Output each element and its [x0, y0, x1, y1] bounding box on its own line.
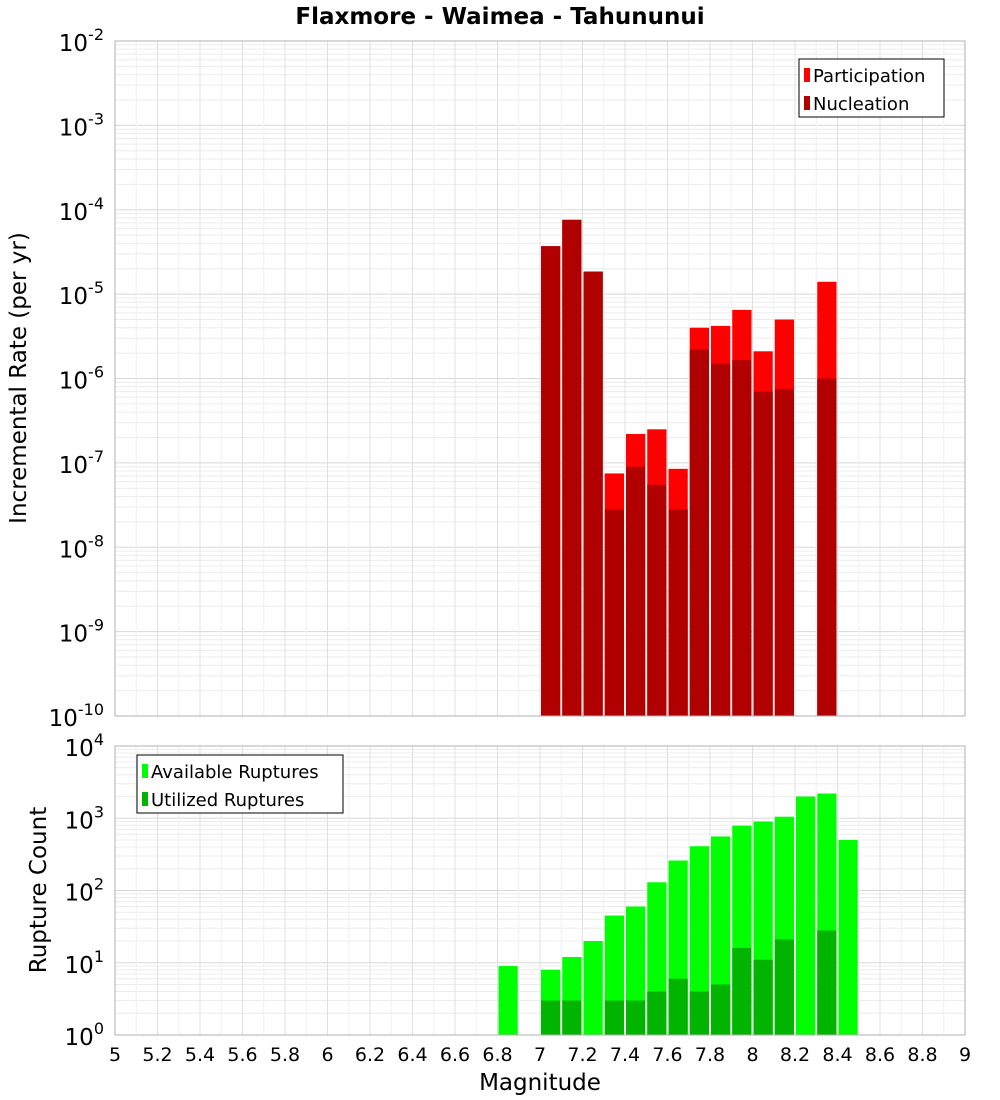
bar	[732, 360, 752, 716]
x-tick-label: 7.2	[567, 1044, 597, 1066]
y-tick-label: 10-6	[59, 363, 104, 395]
y-tick-label: 103	[65, 802, 104, 834]
bar	[647, 484, 667, 716]
bar	[583, 941, 603, 1035]
y-tick-label: 10-10	[49, 700, 104, 732]
legend-swatch	[142, 764, 148, 778]
y-tick-label: 104	[65, 730, 104, 762]
bar	[689, 991, 709, 1035]
legend-label: Nucleation	[813, 94, 909, 115]
grid-top	[114, 41, 966, 717]
bar	[753, 391, 773, 716]
y-tick-label: 10-8	[59, 531, 104, 563]
bar	[541, 246, 561, 716]
y-tick-label: 10-7	[59, 447, 104, 479]
y-tick-label: 10-5	[59, 278, 104, 310]
x-tick-label: 5.2	[142, 1044, 172, 1066]
x-tick-label: 8.8	[907, 1044, 937, 1066]
plot-frame	[114, 40, 966, 717]
x-tick-label: 6.6	[440, 1044, 470, 1066]
y-tick-label: 10-3	[59, 109, 104, 141]
x-axis-label: Magnitude	[479, 1070, 601, 1096]
x-tick-label: 8.2	[780, 1044, 810, 1066]
legend-top: Participation Nucleation	[798, 58, 945, 118]
bar	[668, 509, 688, 716]
bar	[817, 930, 837, 1035]
x-tick-label: 8	[746, 1044, 758, 1066]
bar	[541, 1000, 561, 1035]
bar	[626, 466, 646, 716]
bar	[498, 966, 518, 1035]
legend-swatch	[142, 792, 148, 806]
series-utilized-ruptures	[541, 930, 837, 1035]
bar	[583, 271, 603, 716]
panel-top: 10-10 10-9 10-8 10-7 10-6 10-5 10-4 10-3 10-2 Par…	[49, 25, 966, 732]
bar	[562, 219, 582, 717]
y-tick-label: 100	[65, 1019, 104, 1051]
y-tick-label: 10-2	[59, 25, 104, 57]
x-tick-label: 9	[959, 1044, 971, 1066]
x-tick-label: 8.6	[865, 1044, 895, 1066]
chart-title: Flaxmore - Waimea - Tahununui	[295, 4, 704, 30]
legend-swatch	[804, 96, 810, 110]
bar	[626, 1000, 646, 1035]
plot-frame	[114, 745, 966, 1036]
panel-bottom: 100 101 102 103 104 5 5.2 5.4 5.6 5.8 6 6.2 6.4 6.6 6.…	[65, 730, 972, 1066]
bar	[753, 959, 773, 1035]
bar	[711, 363, 731, 716]
y-tick-label: 10-4	[59, 194, 104, 226]
x-tick-label: 5.6	[227, 1044, 257, 1066]
x-tick-label: 7.8	[695, 1044, 725, 1066]
top-y-axis-label: Incremental Rate (per yr)	[6, 232, 32, 524]
legend-label: Available Ruptures	[151, 762, 319, 783]
bar	[774, 939, 794, 1035]
series-nucleation	[541, 219, 837, 717]
bar	[796, 796, 816, 1035]
bar	[604, 1000, 624, 1035]
legend-box	[798, 58, 945, 118]
bar	[689, 846, 709, 1035]
x-tick-label: 5.8	[270, 1044, 300, 1066]
y-tick-label: 101	[65, 947, 104, 979]
x-tick-label: 6.8	[482, 1044, 512, 1066]
bar	[689, 349, 709, 716]
x-tick-label: 7.4	[610, 1044, 640, 1066]
x-tick-label: 6.4	[397, 1044, 427, 1066]
x-tick-label: 8.4	[822, 1044, 852, 1066]
bar	[668, 978, 688, 1035]
legend-box	[136, 754, 344, 814]
legend-label: Utilized Ruptures	[151, 790, 304, 811]
x-tick-label: 6.2	[355, 1044, 385, 1066]
bar	[647, 991, 667, 1035]
legend-bottom: Available Ruptures Utilized Ruptures	[136, 754, 344, 814]
bar	[604, 509, 624, 716]
bar	[774, 389, 794, 716]
bar	[711, 984, 731, 1035]
y-tick-label: 10-9	[59, 616, 104, 648]
x-tick-label: 7.6	[652, 1044, 682, 1066]
legend-swatch	[804, 68, 810, 82]
bar	[838, 839, 858, 1035]
bottom-y-axis-label: Rupture Count	[26, 807, 52, 973]
bar	[817, 378, 837, 716]
x-tick-label: 5	[109, 1044, 121, 1066]
x-tick-label: 5.4	[185, 1044, 215, 1066]
legend-label: Participation	[813, 66, 925, 87]
y-tick-label: 102	[65, 875, 104, 907]
bar	[562, 1000, 582, 1035]
x-tick-label: 7	[534, 1044, 546, 1066]
x-tick-label: 6	[321, 1044, 333, 1066]
bar	[732, 948, 752, 1035]
